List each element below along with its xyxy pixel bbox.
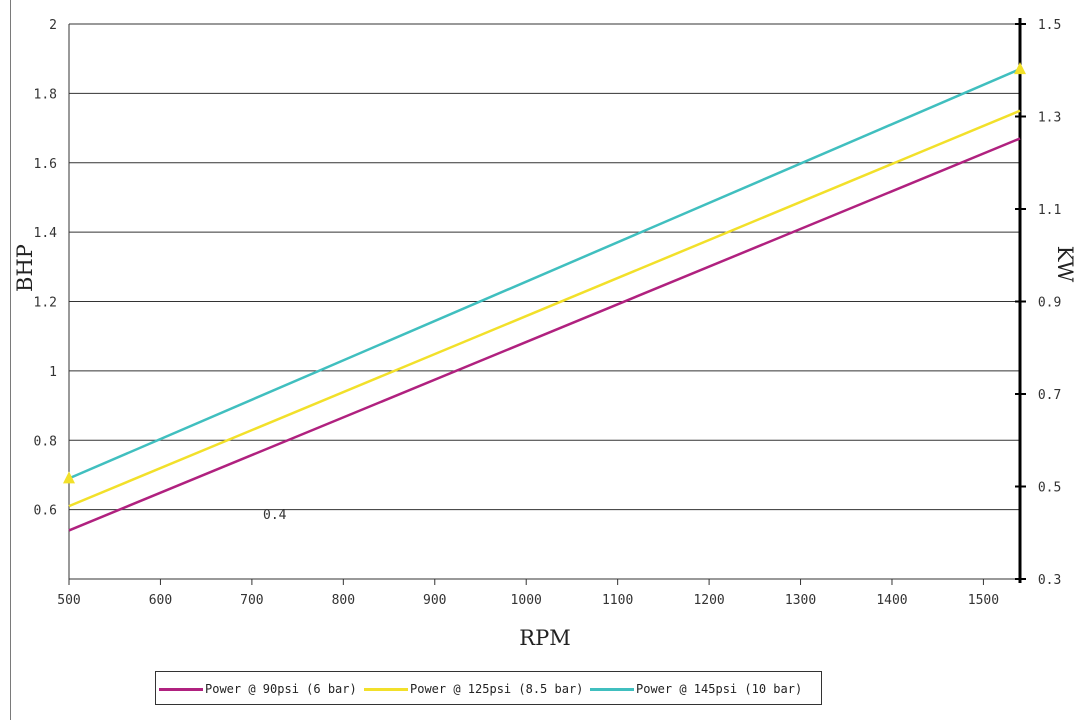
legend-label: Power @ 125psi (8.5 bar): [410, 682, 584, 696]
series-lines: [68, 67, 1021, 532]
y2-tick-label: 0.3: [1030, 573, 1061, 588]
legend-item: Power @ 90psi (6 bar): [159, 680, 357, 698]
y2-tick-label: 0.5: [1030, 481, 1061, 496]
tick-labels: 0.6 0.8 1 1.2 1.4 1.6 1.8 2 500 600 700 800 900 1000 1…: [34, 18, 1062, 608]
y2-tick-label: 1.5: [1030, 18, 1061, 33]
y2-axis-title: KW: [1053, 246, 1077, 283]
triangle-marker: [1014, 62, 1026, 75]
gridlines: [69, 23, 1020, 511]
legend-label: Power @ 90psi (6 bar): [205, 682, 357, 696]
x-tick-label: 1400: [876, 593, 907, 608]
x-tick-label: 1500: [968, 593, 999, 608]
x-tick-label: 1300: [785, 593, 816, 608]
legend-item: Power @ 145psi (10 bar): [590, 680, 802, 698]
legend-swatch: [364, 687, 408, 691]
series-line-1: [68, 137, 1021, 532]
annotation-label: 0.4: [263, 508, 287, 523]
legend-label: Power @ 145psi (10 bar): [636, 682, 803, 696]
y-tick-label: 1.4: [34, 226, 58, 241]
x-axis-title: RPM: [519, 626, 570, 650]
series-line-3: [68, 67, 1021, 480]
y-tick-label: 0.6: [34, 504, 57, 519]
legend-item: Power @ 125psi (8.5 bar): [364, 680, 583, 698]
x-tick-label: 700: [240, 593, 263, 608]
x-tick-label: 1200: [693, 593, 724, 608]
x-tick-label: 600: [149, 593, 172, 608]
axes: [68, 18, 1026, 585]
legend-swatch: [590, 687, 634, 691]
y2-tick-label: 0.9: [1030, 296, 1061, 311]
x-tick-label: 1100: [602, 593, 633, 608]
legend-swatch: [159, 687, 203, 691]
y-tick-label: 1.8: [34, 87, 57, 102]
x-tick-label: 500: [57, 593, 80, 608]
triangle-marker: [63, 471, 75, 484]
chart-area: 0.6 0.8 1 1.2 1.4 1.6 1.8 2 500 600 700 800 900 1000 1…: [13, 18, 1077, 650]
frame-border: [10, 0, 11, 720]
x-tick-label: 900: [423, 593, 446, 608]
y2-tick-label: 1.3: [1030, 111, 1061, 126]
y-tick-label: 2: [49, 18, 57, 33]
markers: [63, 62, 1026, 484]
y-axis-title: BHP: [13, 244, 37, 292]
y2-tick-label: 0.7: [1030, 388, 1061, 403]
y2-tick-label: 1.1: [1030, 203, 1061, 218]
x-tick-label: 800: [332, 593, 355, 608]
y-tick-label: 1.2: [34, 296, 57, 311]
legend: Power @ 90psi (6 bar) Power @ 125psi (8.5…: [155, 671, 822, 705]
y-tick-label: 1: [49, 365, 57, 380]
y-tick-label: 1.6: [34, 157, 57, 172]
x-tick-label: 1000: [511, 593, 542, 608]
series-line-2: [68, 109, 1021, 508]
y-tick-label: 0.8: [34, 434, 57, 449]
